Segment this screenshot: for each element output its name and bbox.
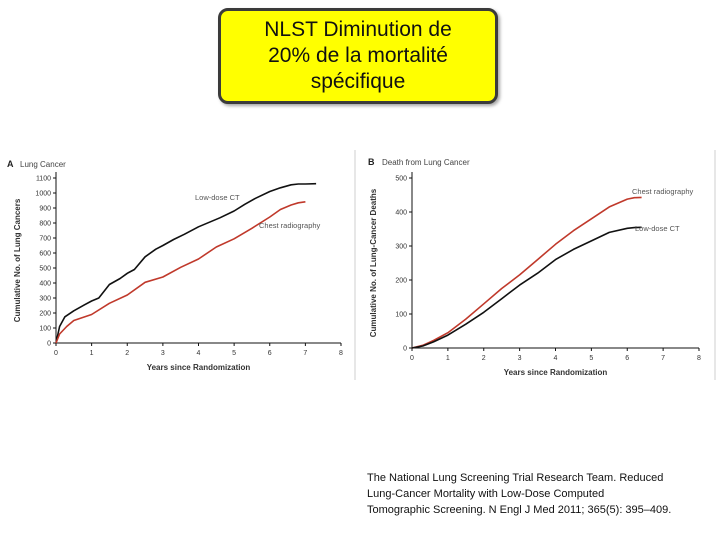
y-tick-label: 900 [39, 206, 51, 213]
x-tick-label: 5 [232, 350, 236, 357]
x-tick-label: 6 [268, 350, 272, 357]
y-tick-label: 400 [395, 210, 407, 217]
x-tick-label: 7 [303, 350, 307, 357]
x-tick-label: 0 [410, 355, 414, 362]
series-label-low-dose-ct: Low-dose CT [195, 193, 240, 202]
chart-title: Lung Cancer [20, 160, 66, 169]
y-tick-label: 100 [39, 326, 51, 333]
series-line-low-dose-ct [55, 182, 317, 344]
panel-label: A [7, 159, 14, 169]
series-label-chest-radiography: Chest radiography [259, 221, 321, 230]
y-tick-label: 400 [39, 281, 51, 288]
x-tick-label: 4 [554, 355, 558, 362]
chart-a-lung-cancer: A Lung Cancer 0 100 200 300 400 500 600 700 800 900… [7, 150, 356, 380]
y-tick-label: 300 [395, 244, 407, 251]
y-tick-label: 100 [395, 312, 407, 319]
y-tick-label: 800 [39, 221, 51, 228]
y-tick-label: 200 [39, 311, 51, 318]
series-label-low-dose-ct: Low-dose CT [635, 224, 680, 233]
slide-title: NLST Diminution de 20% de la mortalité s… [264, 18, 452, 93]
y-tick-label: 500 [39, 266, 51, 273]
x-tick-label: 5 [589, 355, 593, 362]
series-line-low-dose-ct [411, 226, 642, 349]
y-tick-label: 200 [395, 278, 407, 285]
chart-title: Death from Lung Cancer [382, 158, 470, 167]
y-tick-label: 700 [39, 236, 51, 243]
citation: The National Lung Screening Trial Resear… [367, 470, 717, 518]
title-box: NLST Diminution de 20% de la mortalité s… [218, 8, 498, 104]
x-tick-label: 2 [482, 355, 486, 362]
x-tick-label: 8 [339, 350, 343, 357]
citation-line-2: Lung-Cancer Mortality with Low-Dose Comp… [367, 488, 605, 500]
x-tick-label: 0 [54, 350, 58, 357]
panel-b-death-from-lung-cancer: B Death from Lung Cancer 0 100 200 300 400 500 0… [362, 150, 716, 380]
chart-b-lung-cancer-deaths: B Death from Lung Cancer 0 100 200 300 400 500 0… [368, 150, 716, 380]
x-tick-label: 7 [661, 355, 665, 362]
x-tick-label: 3 [161, 350, 165, 357]
x-axis-label: Years since Randomization [147, 363, 251, 372]
y-tick-label: 300 [39, 296, 51, 303]
series-line-chest-radiography [55, 201, 306, 344]
y-tick-label: 600 [39, 251, 51, 258]
x-axis-label: Years since Randomization [504, 368, 608, 377]
series-line-chest-radiography [411, 196, 642, 349]
citation-line-3: Tomographic Screening. N Engl J Med 2011… [367, 504, 672, 516]
x-tick-label: 2 [125, 350, 129, 357]
y-axis-label: Cumulative No. of Lung Cancers [13, 198, 22, 322]
y-axis-label: Cumulative No. of Lung-Cancer Deaths [369, 188, 378, 337]
citation-line-1: The National Lung Screening Trial Resear… [367, 472, 664, 484]
y-tick-label: 1100 [36, 176, 51, 183]
y-tick-label: 0 [403, 346, 407, 353]
y-tick-label: 0 [47, 341, 51, 348]
y-tick-label: 1000 [35, 191, 51, 198]
panel-label: B [368, 157, 375, 167]
x-tick-label: 6 [625, 355, 629, 362]
x-tick-label: 3 [518, 355, 522, 362]
y-tick-label: 500 [395, 176, 407, 183]
panel-a-lung-cancer: A Lung Cancer 0 100 200 300 400 500 600 700 800 900… [3, 150, 356, 380]
x-tick-label: 1 [90, 350, 94, 357]
x-tick-label: 8 [697, 355, 701, 362]
x-tick-label: 4 [197, 350, 201, 357]
series-label-chest-radiography: Chest radiography [632, 187, 694, 196]
x-tick-label: 1 [446, 355, 450, 362]
